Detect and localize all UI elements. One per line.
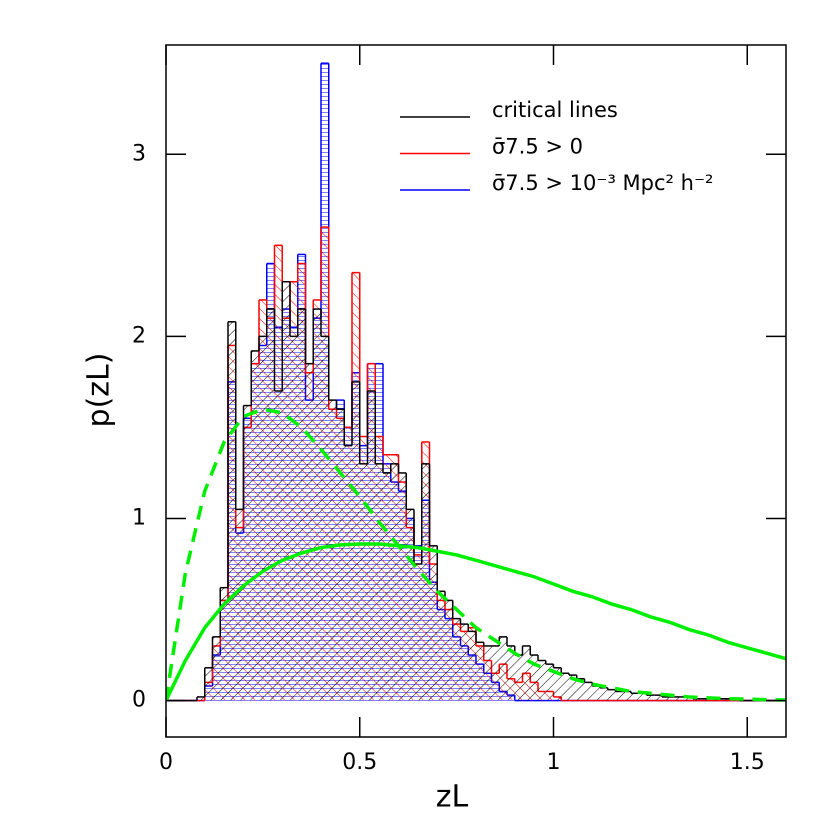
bar xyxy=(251,350,259,701)
bar xyxy=(290,336,298,701)
bar xyxy=(197,696,205,701)
bar xyxy=(592,686,600,701)
bar xyxy=(437,591,445,701)
legend-label: critical lines xyxy=(492,98,618,122)
curve xyxy=(166,407,786,702)
bar xyxy=(631,693,639,701)
y-tick-label: 1 xyxy=(132,505,146,530)
bar xyxy=(359,463,368,701)
plot-frame xyxy=(165,44,787,738)
bar xyxy=(623,691,631,701)
bar xyxy=(561,673,569,701)
bar xyxy=(328,400,337,701)
bar xyxy=(499,636,507,701)
bar xyxy=(274,391,283,701)
bar xyxy=(235,509,244,701)
bar xyxy=(429,545,438,701)
y-tick-label: 3 xyxy=(132,141,146,166)
bar xyxy=(375,463,383,701)
bar xyxy=(452,618,461,701)
bar xyxy=(390,463,399,701)
bar xyxy=(553,667,562,701)
bar xyxy=(569,675,577,701)
bar xyxy=(693,698,701,701)
bar xyxy=(491,645,500,701)
bar xyxy=(313,309,321,701)
bar xyxy=(414,564,422,701)
bar xyxy=(514,655,523,701)
bar xyxy=(669,696,678,701)
bar xyxy=(460,624,469,701)
y-axis-label: p(zL) xyxy=(82,353,117,428)
bar xyxy=(321,336,329,701)
bar xyxy=(700,698,709,701)
bar xyxy=(584,682,593,701)
bar xyxy=(259,336,267,701)
bar xyxy=(615,691,624,701)
bar xyxy=(538,660,546,701)
x-tick-label: 0 xyxy=(159,750,173,775)
x-tick-label: 1.5 xyxy=(730,750,765,775)
bar xyxy=(445,600,453,701)
legend-label: σ̄7.5 > 10⁻³ Mpc² h⁻² xyxy=(492,171,713,195)
bar xyxy=(243,405,252,701)
bar xyxy=(220,587,228,701)
bar xyxy=(297,309,306,701)
bar xyxy=(646,695,655,701)
x-tick-label: 1 xyxy=(547,750,561,775)
x-tick-label: 0.5 xyxy=(342,750,377,775)
bar xyxy=(522,645,531,701)
bar xyxy=(383,472,391,701)
bar xyxy=(421,463,430,701)
bar xyxy=(530,655,538,701)
legend-label: σ̄7.5 > 0 xyxy=(492,135,583,159)
bar xyxy=(662,696,670,701)
bar xyxy=(212,636,221,701)
bar xyxy=(398,472,407,701)
bar xyxy=(476,642,484,701)
bar xyxy=(282,281,290,701)
bar xyxy=(685,696,693,701)
bar xyxy=(607,689,616,701)
bar xyxy=(545,664,554,701)
bar xyxy=(266,309,275,701)
y-tick-label: 0 xyxy=(132,688,146,713)
curve xyxy=(166,542,786,702)
bar xyxy=(724,698,732,701)
bar xyxy=(367,391,376,701)
bar xyxy=(600,687,608,701)
bar xyxy=(228,321,236,701)
bar xyxy=(406,509,414,701)
plot-area xyxy=(166,62,786,702)
bar xyxy=(305,363,314,701)
bar xyxy=(638,693,647,701)
bar xyxy=(677,696,686,701)
bar xyxy=(654,695,662,701)
bar xyxy=(576,678,585,701)
bar xyxy=(483,645,492,701)
bar xyxy=(204,667,213,701)
bar xyxy=(336,409,345,701)
bar xyxy=(352,381,360,701)
bar xyxy=(344,445,352,701)
y-tick-label: 2 xyxy=(132,323,146,348)
bar xyxy=(507,645,515,701)
bar xyxy=(468,631,476,701)
x-axis-label: zL xyxy=(436,780,469,815)
